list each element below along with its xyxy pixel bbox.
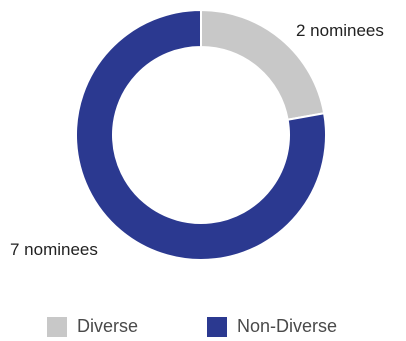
chart-legend: Diverse Non-Diverse — [0, 316, 406, 340]
legend-label-diverse: Diverse — [77, 316, 139, 336]
data-label-non-diverse: 7 nominees — [10, 240, 98, 259]
legend-swatch-non-diverse — [207, 316, 227, 337]
data-label-diverse: 2 nominees — [296, 21, 384, 40]
legend-item-non-diverse: Non-Diverse — [207, 316, 337, 337]
donut-slices — [75, 8, 327, 261]
legend-swatch-diverse — [47, 316, 67, 337]
donut-chart: 2 nominees 7 nominees — [10, 8, 384, 261]
legend-item-diverse: Diverse — [47, 316, 138, 337]
legend-label-non-diverse: Non-Diverse — [237, 316, 338, 336]
donut-slice-non-diverse — [75, 8, 327, 261]
